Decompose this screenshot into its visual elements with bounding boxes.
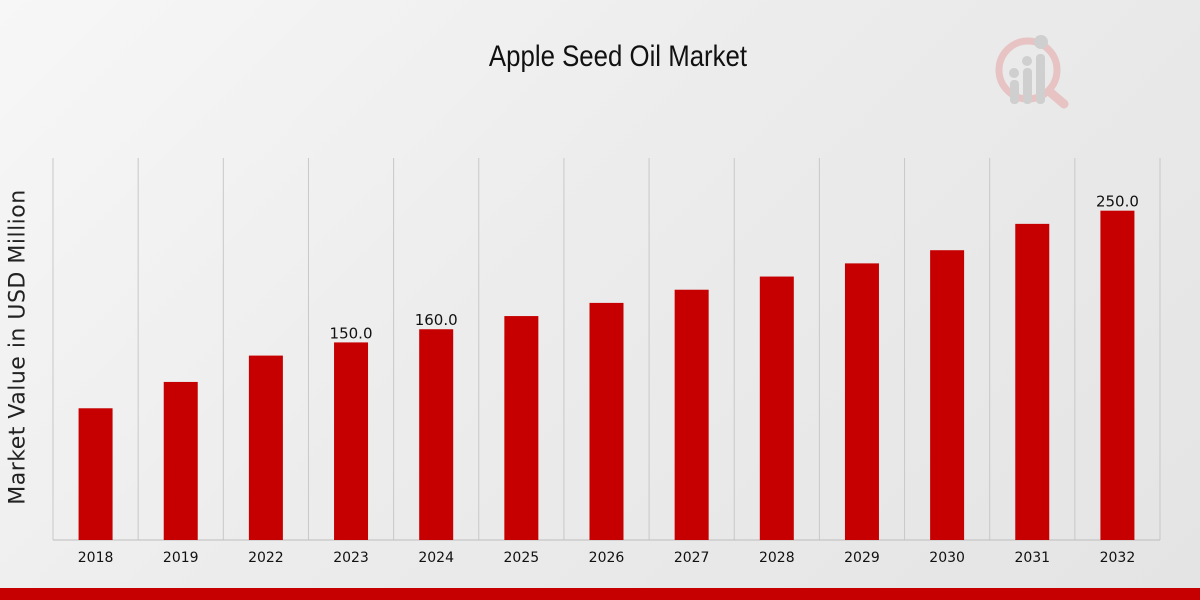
bar-2030 [930,250,965,540]
x-tick-label-2028: 2028 [759,550,795,566]
bar-2018 [78,408,113,540]
x-tick-label-2018: 2018 [78,550,114,566]
footer-accent-bar [0,588,1200,600]
bar-2032 [1100,210,1135,541]
bar-2031 [1015,223,1050,541]
bar-2029 [844,263,879,540]
bar-2024 [419,329,454,540]
x-tick-label-2022: 2022 [248,550,284,566]
x-tick-label-2019: 2019 [163,550,199,566]
x-tick-label-2029: 2029 [844,550,880,566]
magnifier-bar-chart-logo-icon [995,35,1069,109]
bar-2028 [759,276,794,540]
bar-2025 [504,316,539,540]
x-tick-label-2026: 2026 [589,550,625,566]
bar-2026 [589,302,624,540]
data-label-2023: 150.0 [330,324,373,342]
x-tick-label-2024: 2024 [418,550,454,566]
x-tick-label-2025: 2025 [504,550,540,566]
bar-2022 [248,355,283,540]
x-tick-label-2031: 2031 [1014,550,1050,566]
x-tick-label-2032: 2032 [1100,550,1136,566]
data-label-2032: 250.0 [1096,193,1139,211]
chart-title: Apple Seed Oil Market [488,40,748,73]
data-label-2024: 160.0 [415,311,458,329]
bar-2019 [163,381,198,540]
x-tick-label-2030: 2030 [929,550,965,566]
x-tick-label-2023: 2023 [333,550,369,566]
bar-2023 [334,342,369,540]
bar-2027 [674,289,709,540]
x-tick-label-2027: 2027 [674,550,710,566]
